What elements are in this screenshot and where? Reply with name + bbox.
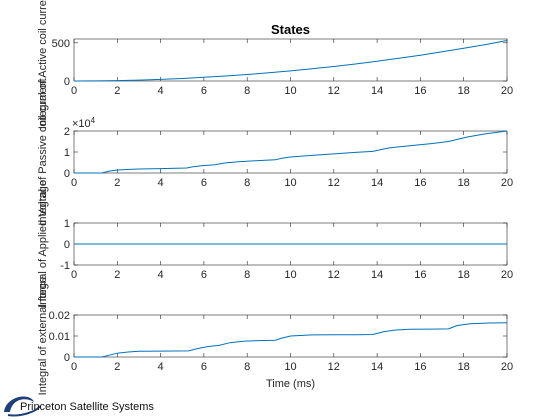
x-tick-label: 16 [414, 177, 426, 189]
series-line [73, 40, 508, 82]
x-tick-label: 8 [244, 269, 250, 281]
x-tick-label: 16 [414, 361, 426, 373]
x-tick-label: 20 [501, 361, 513, 373]
x-tick-label: 10 [284, 269, 296, 281]
logo-text: Princeton Satellite Systems [20, 401, 154, 413]
y-tick-label: 0 [64, 76, 70, 88]
axes-box [73, 38, 508, 82]
x-tick-label: 10 [284, 85, 296, 97]
x-tick-label: 4 [158, 269, 164, 281]
x-tick-label: 6 [201, 269, 207, 281]
x-tick-label: 10 [284, 361, 296, 373]
chart-title: States [271, 22, 310, 37]
series-line [74, 322, 508, 358]
x-tick-label: 0 [71, 85, 77, 97]
x-tick-label: 14 [371, 177, 383, 189]
princeton-logo-swoosh-icon [4, 396, 41, 417]
x-axis-label: Time (ms) [266, 378, 315, 390]
y-tick-label: 0.02 [49, 310, 70, 322]
x-tick-label: 0 [71, 177, 77, 189]
x-tick-label: 18 [458, 269, 470, 281]
x-tick-label: 4 [158, 177, 164, 189]
y-tick-label: 0 [64, 168, 70, 180]
y-axis-label: Integral of Active coil current [37, 0, 49, 129]
y-tick-label: 500 [52, 38, 70, 50]
x-tick-label: 0 [71, 361, 77, 373]
x-tick-label: 8 [244, 177, 250, 189]
y-tick-label: 0 [64, 352, 70, 364]
x-tick-label: 6 [201, 85, 207, 97]
y-exponent-label: ×104 [72, 116, 96, 130]
y-tick-label: 0.01 [49, 331, 70, 343]
x-tick-label: 2 [114, 361, 120, 373]
y-tick-label: 0 [64, 239, 70, 251]
y-tick-label: 1 [64, 218, 70, 230]
subplot-1: 0 2 4 6 8 10 12 14 16 18 20 0 500 States Integral of A… [37, 0, 513, 129]
x-tick-label: 12 [328, 177, 340, 189]
y-axis-label: Integral of Passive coil current [37, 78, 49, 225]
x-tick-label: 12 [328, 361, 340, 373]
x-tick-label: 2 [114, 85, 120, 97]
x-tick-label: 18 [458, 85, 470, 97]
x-tick-label: 2 [114, 269, 120, 281]
axes-box [73, 130, 508, 174]
x-tick-label: 4 [158, 85, 164, 97]
y-axis-label: Integral of external force [37, 277, 49, 396]
x-tick-label: 16 [414, 85, 426, 97]
x-tick-label: 8 [244, 85, 250, 97]
x-tick-label: 6 [201, 361, 207, 373]
x-tick-label: 8 [244, 361, 250, 373]
y-tick-label: 1 [64, 147, 70, 159]
y-tick-label: 2 [64, 126, 70, 138]
x-tick-label: 12 [328, 269, 340, 281]
y-tick-label: -1 [60, 260, 70, 272]
x-tick-label: 14 [371, 361, 383, 373]
x-tick-label: 0 [71, 269, 77, 281]
x-tick-label: 12 [328, 85, 340, 97]
x-tick-label: 18 [458, 177, 470, 189]
x-tick-label: 20 [501, 85, 513, 97]
x-tick-label: 20 [501, 177, 513, 189]
x-tick-label: 20 [501, 269, 513, 281]
y-axis-label: Integral of Applied Voltage [37, 180, 49, 308]
x-tick-label: 14 [371, 85, 383, 97]
x-tick-label: 14 [371, 269, 383, 281]
x-tick-label: 10 [284, 177, 296, 189]
x-tick-label: 18 [458, 361, 470, 373]
x-tick-label: 16 [414, 269, 426, 281]
x-tick-label: 2 [114, 177, 120, 189]
x-tick-label: 6 [201, 177, 207, 189]
x-tick-label: 4 [158, 361, 164, 373]
series-line [74, 130, 508, 174]
